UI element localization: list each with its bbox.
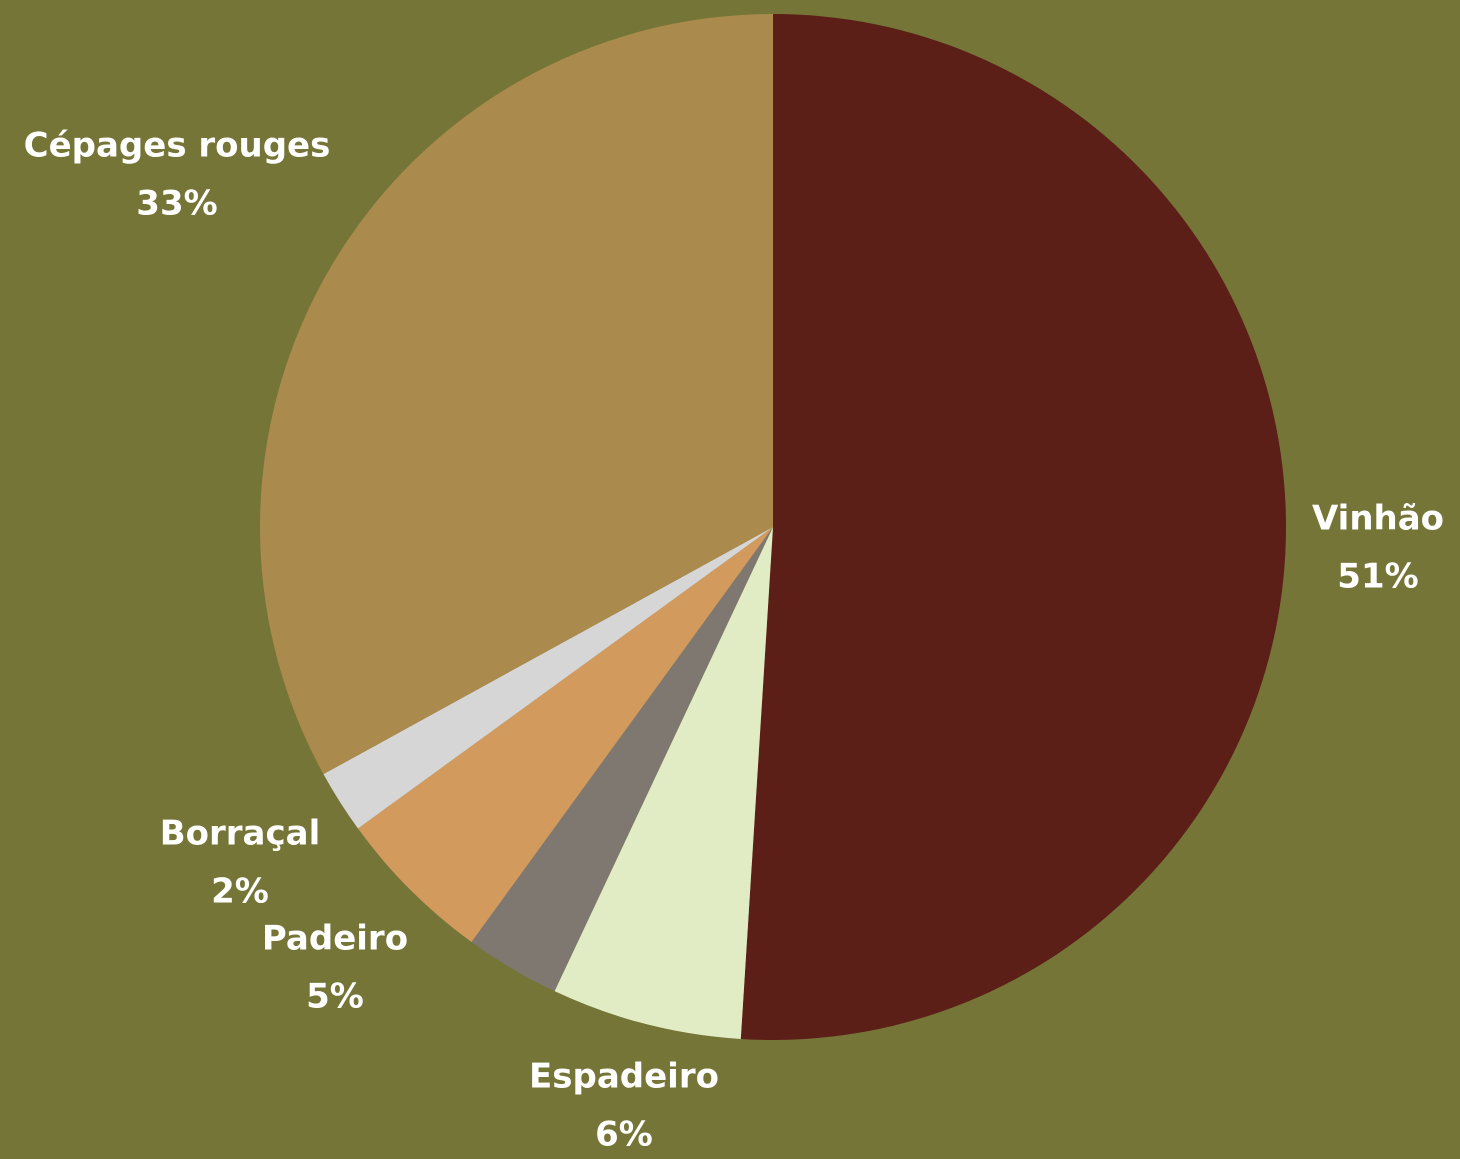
slice-label: Vinhão <box>1312 499 1444 539</box>
slice-label: Cépages rouges <box>24 126 331 166</box>
pie-slice <box>554 527 773 1039</box>
pie-slice <box>740 14 1287 1040</box>
slice-value-label: 6% <box>595 1115 653 1155</box>
slice-value-label: 51% <box>1337 557 1418 597</box>
slice-value-label: 33% <box>136 184 217 224</box>
slice-label: Borraçal <box>160 814 321 854</box>
pie-slice <box>471 527 773 992</box>
slice-label: Padeiro <box>262 919 408 959</box>
slice-value-label: 2% <box>211 872 269 912</box>
pie-slice <box>323 527 773 829</box>
slice-label: Espadeiro <box>529 1057 719 1097</box>
pie-slice <box>260 14 774 775</box>
pie-slice <box>357 527 773 943</box>
slice-value-label: 5% <box>306 977 364 1017</box>
